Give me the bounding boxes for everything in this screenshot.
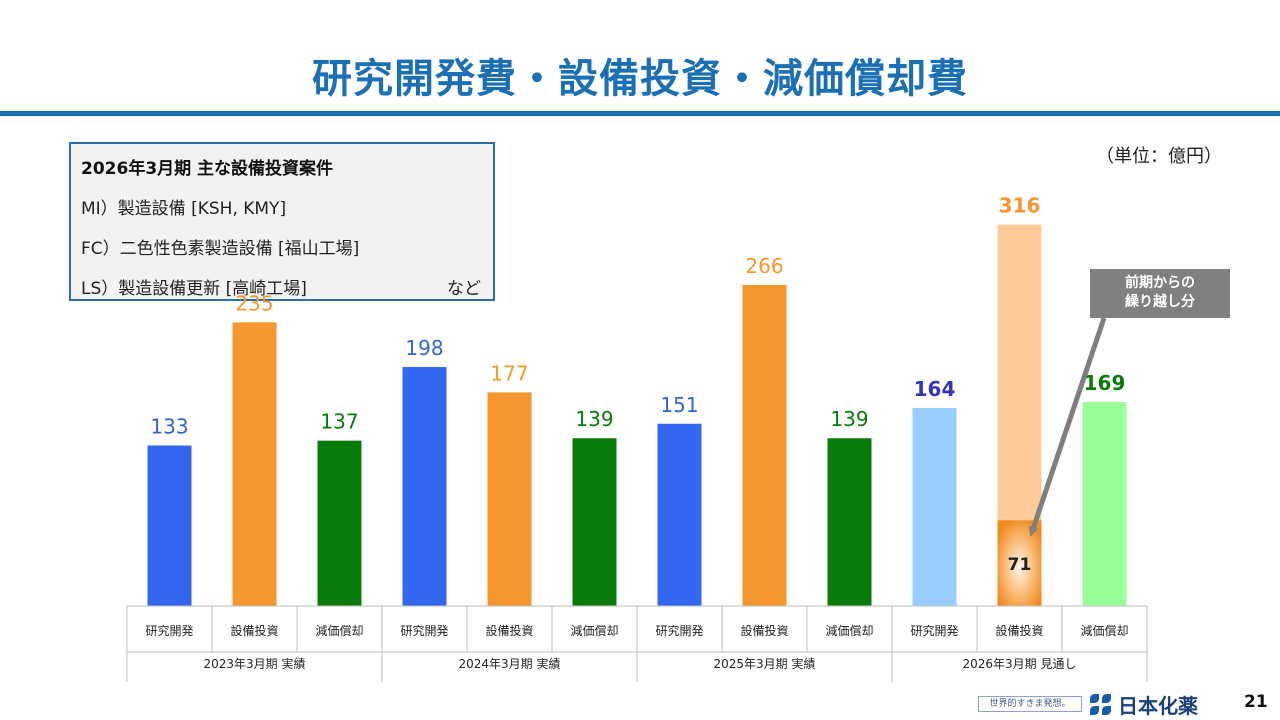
footer-tagline: 世界的すきま発想。	[978, 696, 1082, 712]
value-label-rd-0: 133	[150, 414, 188, 438]
value-label-capex-2: 266	[745, 254, 783, 278]
bar-dep-3	[1082, 402, 1127, 606]
callout-line-2: 繰り越し分	[1125, 294, 1195, 310]
carryover-arrow	[1028, 317, 1107, 537]
category-label: 減価償却	[1080, 623, 1128, 638]
capex-projects-box: 2026年3月期 主な設備投資案件 MI）製造設備 [KSH, KMY] FC）…	[69, 142, 495, 301]
bar-rd-3	[912, 408, 957, 606]
category-label: 設備投資	[485, 623, 533, 638]
bar-dep-2	[827, 438, 872, 606]
value-label-rd-1: 198	[405, 336, 443, 360]
carryover-callout: 前期からの 繰り越し分	[1090, 269, 1230, 318]
category-label: 減価償却	[315, 623, 363, 638]
unit-label: （単位：億円）	[1096, 146, 1222, 167]
value-label-dep-1: 139	[575, 407, 613, 431]
group-label-0: 2023年3月期 実績	[204, 656, 306, 671]
group-label-1: 2024年3月期 実績	[459, 656, 561, 671]
callout-line-1: 前期からの	[1125, 275, 1195, 291]
category-label: 設備投資	[995, 623, 1043, 638]
carryover-value-label: 71	[1008, 555, 1032, 575]
category-label: 減価償却	[825, 623, 873, 638]
company-logo: 日本化薬	[1090, 690, 1198, 719]
company-name: 日本化薬	[1118, 694, 1198, 718]
capex-projects-heading: 2026年3月期 主な設備投資案件	[81, 159, 334, 179]
value-label-capex-3: 316	[999, 194, 1041, 218]
value-label-capex-0: 235	[235, 291, 273, 315]
bar-rd-0	[147, 445, 192, 606]
logo-mark-icon	[1090, 693, 1112, 716]
capex-project-mi: MI）製造設備 [KSH, KMY]	[81, 199, 287, 219]
capex-project-fc: FC）二色性色素製造設備 [福山工場]	[81, 239, 360, 259]
category-label: 減価償却	[570, 623, 618, 638]
bar-capex-2	[742, 284, 787, 606]
category-label: 研究開発	[400, 623, 448, 638]
page-number: 21	[1244, 692, 1268, 712]
value-label-dep-0: 137	[320, 410, 358, 434]
title-underline	[0, 111, 1280, 116]
capex-projects-etc: など	[447, 279, 481, 299]
category-label: 研究開発	[910, 623, 958, 638]
category-label: 研究開発	[145, 623, 193, 638]
capex-project-ls: LS）製造設備更新 [高崎工場] など	[81, 274, 483, 299]
value-label-rd-2: 151	[660, 393, 698, 417]
category-label: 設備投資	[230, 623, 278, 638]
page-title: 研究開発費・設備投資・減価償却費	[312, 56, 968, 102]
bar-dep-0	[317, 440, 362, 606]
category-label: 設備投資	[740, 623, 788, 638]
bar-rd-2	[657, 423, 702, 606]
value-label-rd-3: 164	[914, 377, 956, 401]
bar-capex-0	[232, 322, 277, 606]
value-label-capex-1: 177	[490, 361, 528, 385]
value-label-dep-2: 139	[830, 407, 868, 431]
capex-project-ls-text: LS）製造設備更新 [高崎工場]	[81, 279, 307, 299]
group-label-3: 2026年3月期 見通し	[963, 657, 1077, 671]
bar-dep-1	[572, 438, 617, 606]
group-label-2: 2025年3月期 実績	[714, 656, 816, 671]
bar-capex-1	[487, 392, 532, 606]
value-label-dep-3: 169	[1084, 371, 1126, 395]
category-label: 研究開発	[655, 623, 703, 638]
bar-rd-1	[402, 367, 447, 606]
